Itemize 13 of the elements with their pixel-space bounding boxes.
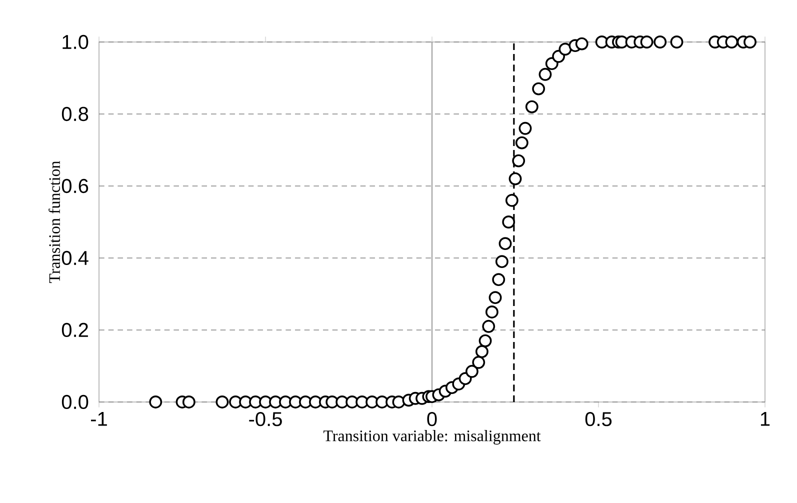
x-tick-label: -0.5: [249, 412, 282, 426]
x-axis-title: Transition variable: misalignment: [323, 430, 541, 445]
x-tick-label: 0: [427, 412, 437, 426]
y-tick-label: 0.2: [62, 322, 88, 338]
y-axis-title: Transition function: [48, 160, 60, 283]
x-tick-label: -1: [90, 412, 107, 426]
y-tick-label: 0.8: [62, 106, 88, 122]
y-tick-label: 0.6: [62, 178, 88, 194]
x-tick-label: 1: [760, 412, 770, 426]
y-tick-label: 0.4: [62, 250, 88, 266]
x-tick-label: 0.5: [585, 412, 612, 426]
y-tick-label: 1.0: [62, 34, 88, 50]
y-tick-label: 0.0: [62, 394, 88, 410]
